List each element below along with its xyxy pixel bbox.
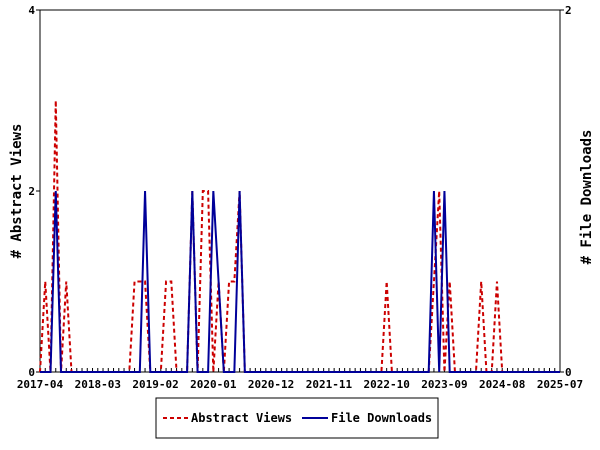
y-axis-left-tick-labels: 0 2 4	[28, 4, 40, 379]
x-tick-label: 2020-01	[190, 378, 237, 391]
legend-label-file-downloads: File Downloads	[331, 411, 432, 425]
plot-area	[39, 9, 561, 373]
x-tick-label: 2023-09	[421, 378, 467, 391]
legend: Abstract Views File Downloads	[155, 397, 439, 439]
y-right-tick-label: 2	[565, 4, 572, 17]
x-tick-label: 2021-11	[306, 378, 353, 391]
x-tick-label: 2020-12	[248, 378, 294, 391]
y-left-tick-label: 4	[28, 4, 35, 17]
series-layer	[39, 100, 560, 373]
x-tick-label: 2017-04	[17, 378, 64, 391]
x-tick-label: 2018-03	[75, 378, 121, 391]
x-tick-label: 2024-08	[479, 378, 525, 391]
y-left-tick-label: 0	[28, 366, 35, 379]
x-tick-label: 2019-02	[132, 378, 178, 391]
x-axis-tick-labels: 2017-04 2018-03 2019-02 2020-01 2020-12 2021-…	[17, 378, 583, 391]
legend-label-abstract-views: Abstract Views	[191, 411, 292, 425]
y-axis-right-tick-labels: 02	[560, 4, 572, 379]
series-line-file-downloads	[40, 190, 560, 373]
x-tick-label: 2025-07	[537, 378, 583, 391]
legend-box	[155, 397, 439, 439]
y-axis-right-title: # File Downloads	[579, 130, 595, 265]
y-left-tick-label: 2	[28, 185, 35, 198]
y-axis-left-title: # Abstract Views	[9, 124, 25, 259]
x-tick-label: 2022-10	[363, 378, 409, 391]
y-right-tick-label: 0	[565, 366, 572, 379]
